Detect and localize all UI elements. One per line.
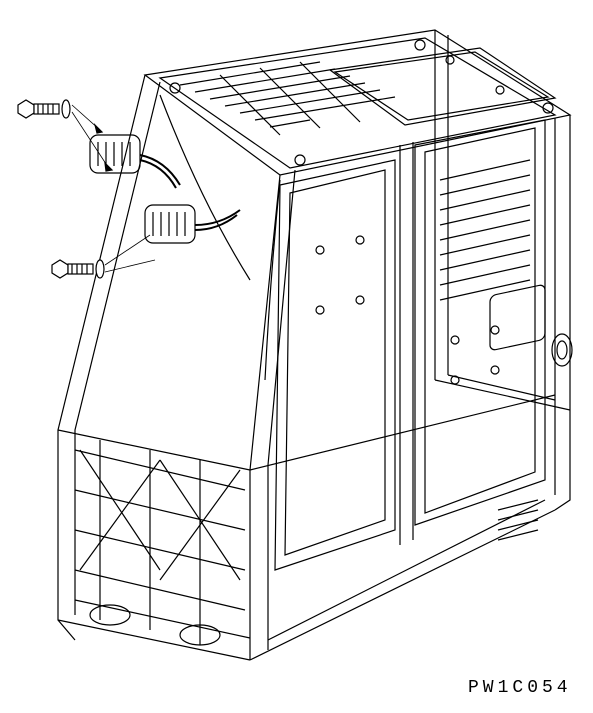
- front-bracing: [75, 440, 245, 645]
- cab-assembly-svg: [0, 0, 593, 708]
- bolt-upper: [18, 100, 70, 118]
- leader-lines: [72, 105, 155, 272]
- mirror-assembly-left: [90, 135, 180, 188]
- part-number-label: PW1C054: [468, 678, 572, 698]
- cab-frame: [58, 30, 572, 660]
- side-panel-ribs: [440, 160, 530, 300]
- mirror-assembly-right: [145, 205, 240, 243]
- technical-diagram: PW1C054: [0, 0, 593, 708]
- vent-grille: [490, 284, 545, 540]
- roof-ribs: [180, 62, 395, 135]
- cab-drawing-group: [18, 30, 572, 660]
